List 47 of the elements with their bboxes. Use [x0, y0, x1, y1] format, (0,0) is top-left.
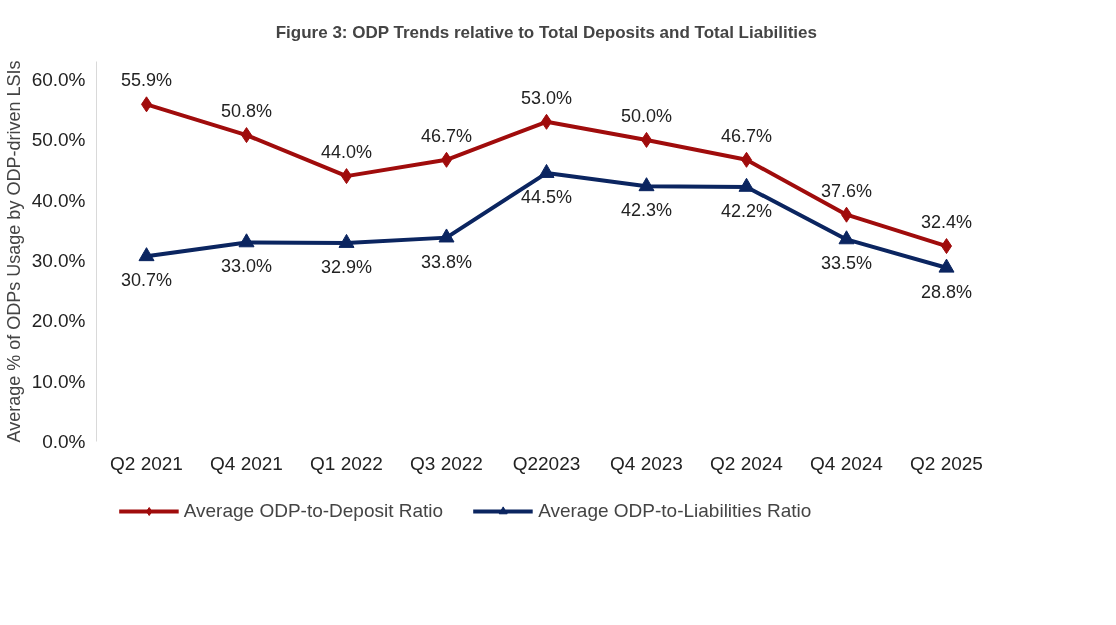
data-label: 33.8%	[420, 251, 473, 272]
data-label: 46.7%	[720, 125, 773, 146]
x-tick-label: Q22023	[512, 452, 581, 474]
x-tick-label: Q4 2023	[610, 452, 683, 474]
y-tick-label: 20.0%	[31, 310, 86, 332]
point	[438, 228, 455, 243]
point	[138, 247, 155, 262]
y-tick-label: 10.0%	[31, 370, 86, 392]
data-label: 28.8%	[920, 281, 973, 302]
data-label: 33.0%	[220, 256, 273, 277]
point	[538, 163, 555, 178]
data-label: 32.4%	[920, 212, 973, 233]
y-axis-title: Average % of ODPs Usage by ODP-driven LSIs	[3, 60, 24, 443]
data-label: 32.9%	[320, 257, 373, 278]
data-label: 46.7%	[420, 125, 473, 146]
data-label: 37.6%	[820, 180, 873, 201]
point	[238, 233, 255, 248]
x-tick-label: Q1 2022	[310, 452, 383, 474]
point	[838, 230, 855, 245]
y-tick-label: 30.0%	[31, 250, 86, 272]
point	[738, 177, 755, 192]
x-tick-label: Q2 2021	[110, 452, 183, 474]
y-tick-label: 0.0%	[42, 431, 86, 452]
point	[938, 258, 955, 273]
data-label: 50.0%	[620, 105, 673, 126]
chart-title: Figure 3: ODP Trends relative to Total Deposits and Total Liabilities	[275, 22, 817, 42]
data-label: 42.2%	[720, 200, 773, 221]
data-label: 42.3%	[620, 200, 673, 221]
x-tick-label: Q2 2024	[710, 452, 784, 474]
legend-label: Average ODP-to-Deposit Ratio	[183, 500, 444, 522]
data-label: 44.0%	[320, 142, 373, 163]
x-tick-label: Q4 2024	[810, 452, 884, 474]
data-label: 33.5%	[820, 253, 873, 274]
y-tick-label: 60.0%	[31, 69, 86, 91]
x-tick-label: Q3 2022	[410, 452, 483, 474]
data-label: 30.7%	[120, 270, 173, 291]
y-tick-label: 50.0%	[31, 129, 86, 151]
data-label: 44.5%	[520, 187, 573, 208]
point	[638, 177, 655, 192]
x-tick-label: Q2 2025	[910, 452, 983, 474]
data-label: 53.0%	[520, 87, 573, 108]
data-label: 50.8%	[220, 101, 273, 122]
x-tick-label: Q4 2021	[210, 452, 283, 474]
y-tick-label: 40.0%	[31, 189, 86, 211]
legend-label: Average ODP-to-Liabilities Ratio	[538, 500, 812, 522]
data-label: 55.9%	[120, 70, 173, 91]
point	[338, 233, 355, 248]
